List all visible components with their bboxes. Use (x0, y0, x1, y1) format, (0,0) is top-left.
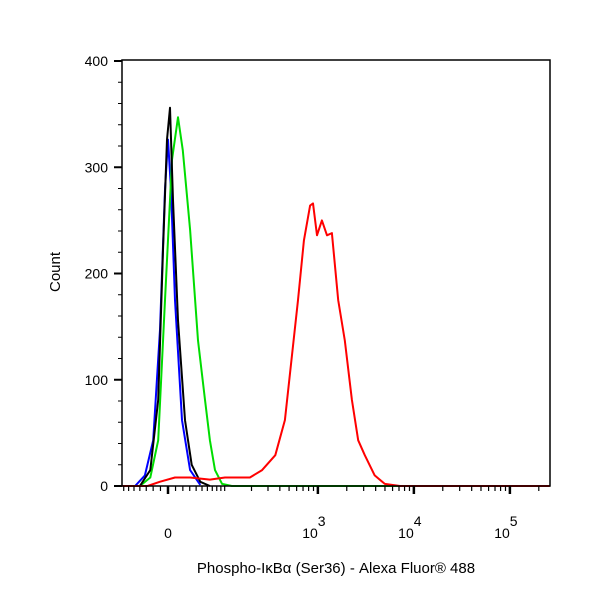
series-line-3 (122, 202, 550, 487)
series-line-2 (139, 106, 211, 487)
series-line-0 (134, 138, 202, 487)
x-tick-label: 104 (398, 513, 422, 541)
x-tick-label: 103 (302, 513, 326, 541)
x-axis-label: Phospho-IκBα (Ser36) - Alexa Fluor® 488 (197, 560, 475, 577)
y-tick-label: 0 (100, 478, 108, 494)
x-tick-exponent: 3 (318, 513, 326, 529)
y-tick-label: 100 (85, 372, 109, 388)
y-axis-label: Count (47, 251, 64, 292)
y-tick-label: 200 (85, 266, 109, 282)
x-tick-label: 0 (164, 525, 172, 541)
y-tick-label: 300 (85, 159, 109, 175)
series-line-1 (139, 116, 550, 487)
x-tick-label: 105 (494, 513, 518, 541)
x-tick-exponent: 5 (510, 513, 518, 529)
y-tick-label: 400 (85, 53, 109, 69)
x-tick-exponent: 4 (414, 513, 422, 529)
